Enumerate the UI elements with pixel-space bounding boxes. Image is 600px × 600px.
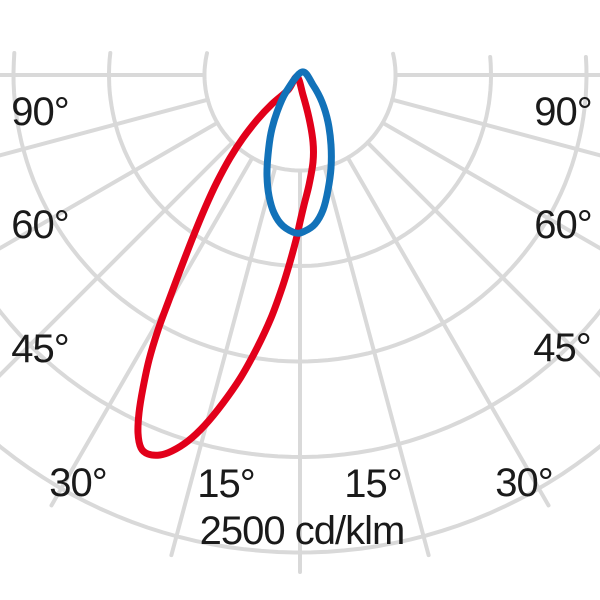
angle-label-15-right: 15° — [344, 462, 402, 506]
grid-line — [390, 97, 600, 158]
angle-label-45-right: 45° — [533, 326, 591, 370]
angle-label-90-right: 90° — [534, 90, 592, 134]
angle-label-60-right: 60° — [534, 203, 592, 247]
angle-label-30-left: 30° — [49, 461, 107, 505]
grid-line — [0, 120, 220, 251]
grid-line — [49, 155, 255, 508]
grid-line — [169, 165, 278, 558]
angle-label-15-left: 15° — [197, 462, 255, 506]
grid-line — [365, 140, 600, 378]
grid-line — [345, 155, 551, 508]
angle-labels: 90° 90° 60° 60° 45° 45° 30° 30° 15° 15° … — [11, 90, 593, 553]
red-distribution-curve — [134, 73, 318, 459]
angle-label-90-left: 90° — [11, 90, 69, 134]
blue-distribution-curve — [263, 68, 335, 237]
grid-line — [0, 443, 600, 555]
grid-line — [0, 140, 235, 378]
grid-line — [0, 97, 210, 158]
polar-grid — [0, 51, 600, 574]
grid-line — [322, 165, 431, 558]
grid-line — [380, 120, 600, 251]
angle-label-45-left: 45° — [11, 327, 69, 371]
angle-label-30-right: 30° — [495, 461, 553, 505]
angle-label-60-left: 60° — [11, 203, 69, 247]
unit-scale-label: 2500 cd/klm — [200, 509, 405, 553]
